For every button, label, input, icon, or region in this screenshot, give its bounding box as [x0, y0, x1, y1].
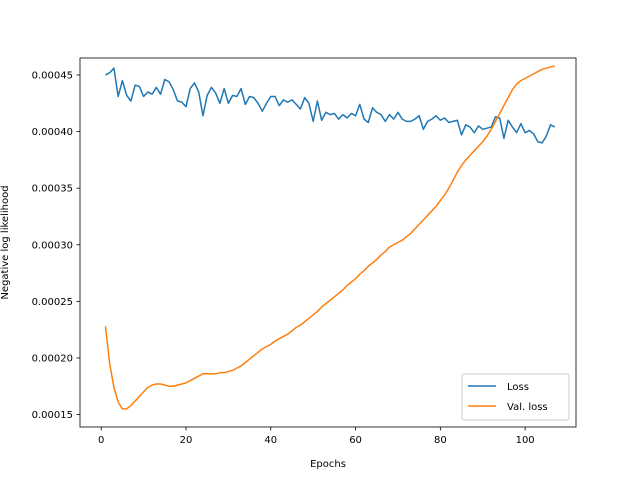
x-tick-label: 20 — [180, 435, 193, 446]
x-tick-label: 40 — [264, 435, 277, 446]
y-tick-label: 0.00035 — [32, 184, 73, 195]
y-axis: 0.00015 0.00020 0.00025 0.00030 0.00035 0.000… — [32, 70, 80, 421]
legend: Loss Val. loss — [461, 373, 570, 421]
legend-box — [461, 373, 570, 421]
series-line-val-loss — [104, 65, 555, 410]
x-tick-label: 60 — [349, 435, 362, 446]
plot-lines — [104, 65, 556, 410]
x-axis: 0 20 40 60 80 100 — [98, 427, 535, 446]
y-axis-label: Negative log likelihood — [0, 185, 11, 299]
y-tick-label: 0.00015 — [32, 410, 73, 421]
x-axis-label: Epochs — [310, 459, 346, 470]
series-line-loss — [105, 67, 556, 144]
axes-frame — [79, 57, 577, 428]
y-tick-label: 0.00045 — [32, 70, 73, 81]
y-tick-label: 0.00040 — [32, 127, 73, 138]
legend-label-val-loss: Val. loss — [507, 402, 548, 413]
x-tick-label: 80 — [434, 435, 447, 446]
x-tick-label: 0 — [98, 435, 104, 446]
y-tick-label: 0.00030 — [32, 240, 73, 251]
legend-label-loss: Loss — [507, 382, 529, 393]
x-tick-label: 100 — [516, 435, 535, 446]
y-tick-label: 0.00025 — [32, 297, 73, 308]
y-tick-label: 0.00020 — [32, 353, 73, 364]
